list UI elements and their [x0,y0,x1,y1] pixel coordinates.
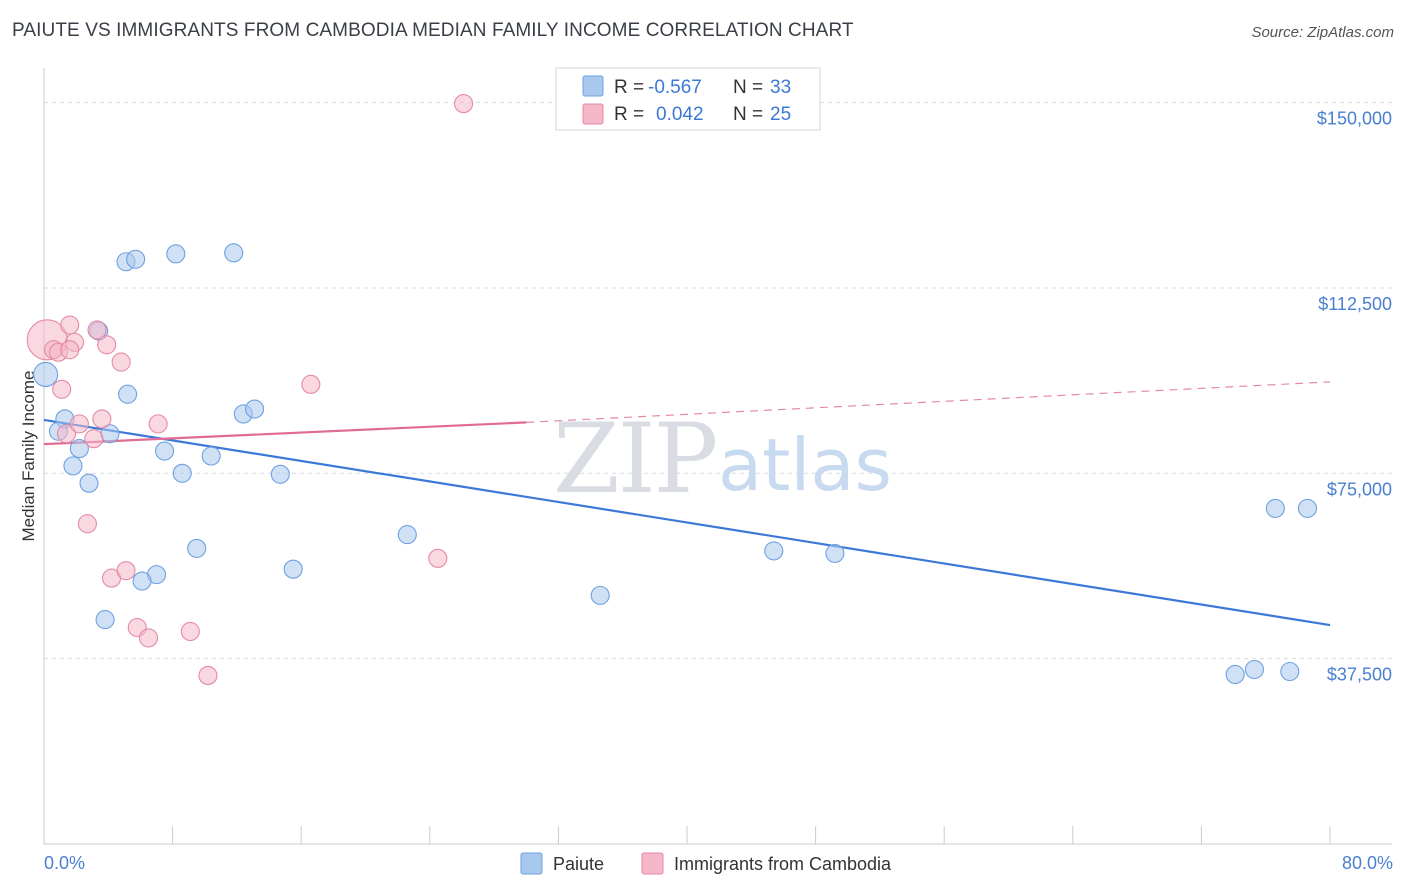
point-cambodia-24 [60,340,80,360]
legend-swatch-paiute [582,75,604,97]
point-paiute-27 [825,543,845,563]
point-paiute-21 [245,399,265,419]
legend-r-label-paiute: R = [614,77,644,98]
y-tick-label-2: $112,500 [1318,294,1392,314]
x-tick-label-min: 0.0% [44,853,85,873]
point-paiute-13 [155,441,175,461]
legend-r-value-paiute: -0.567 [648,77,702,98]
point-paiute-5 [79,473,99,493]
legend-r-label-cambodia: R = [614,104,644,125]
y-tick-label-1: $75,000 [1327,479,1392,499]
point-paiute-14 [172,463,192,483]
point-paiute-0 [33,361,59,387]
point-paiute-24 [397,525,417,545]
point-cambodia-21 [198,665,218,686]
data-points [26,94,1318,686]
bottom-legend-label-paiute: Paiute [553,854,604,874]
point-paiute-15 [201,446,221,466]
bottom-legend-swatch-cambodia [641,852,664,875]
point-cambodia-9 [56,424,77,444]
legend-n-value-cambodia: 25 [770,104,791,125]
point-paiute-10 [224,243,244,263]
watermark-zip: ZIP [553,403,716,515]
point-paiute-25 [590,585,610,605]
legend-n-label-cambodia: N = [733,104,763,125]
point-cambodia-6 [97,335,117,355]
point-paiute-9 [166,244,186,264]
point-cambodia-20 [180,621,200,642]
point-cambodia-15 [77,514,97,534]
bottom-legend-swatch-paiute [520,852,543,875]
y-tick-labels: $37,500 $75,000 $112,500 $150,000 [1317,109,1392,685]
point-paiute-26 [764,541,784,561]
stats-legend: R = -0.567 N = 33 R = 0.042 N = 25 [555,67,821,131]
y-axis-label: Median Family Income [19,370,38,541]
point-paiute-30 [1244,659,1264,680]
point-paiute-19 [95,610,115,630]
point-paiute-3 [69,439,89,459]
source-credit: Source: ZipAtlas.com [1251,24,1394,41]
point-paiute-28 [1265,498,1285,518]
point-paiute-18 [132,571,152,591]
watermark: ZIP atlas [553,403,892,515]
point-paiute-32 [1225,664,1245,685]
bottom-legend: Paiute Immigrants from Cambodia [520,852,892,875]
point-paiute-8 [126,249,146,269]
point-paiute-22 [270,464,290,484]
point-cambodia-8 [52,379,72,399]
point-cambodia-22 [428,548,448,568]
bottom-legend-label-cambodia: Immigrants from Cambodia [674,854,892,874]
point-cambodia-17 [116,561,136,581]
point-cambodia-11 [84,429,104,449]
point-cambodia-13 [148,414,168,434]
point-paiute-29 [1297,498,1318,518]
gridlines [44,102,1392,660]
point-cambodia-19 [138,628,159,648]
point-paiute-11 [118,384,138,404]
point-paiute-4 [63,456,83,476]
trend-lines [43,381,1331,627]
point-paiute-16 [187,538,207,558]
point-cambodia-14 [301,374,321,394]
x-tick-labels: 0.0% 80.0% [44,853,1393,873]
x-tick-label-max: 80.0% [1342,853,1393,873]
point-cambodia-12 [92,409,112,429]
point-paiute-31 [1280,661,1300,682]
point-cambodia-10 [69,414,89,434]
legend-n-value-paiute: 33 [770,77,791,98]
chart-title: PAIUTE VS IMMIGRANTS FROM CAMBODIA MEDIA… [12,20,854,41]
point-cambodia-7 [111,352,131,372]
point-cambodia-23 [454,94,474,114]
point-paiute-23 [283,559,303,579]
trend-line-1 [43,421,527,446]
axes [43,68,1392,845]
legend-r-value-cambodia: 0.042 [656,104,704,125]
legend-n-label-paiute: N = [733,77,763,98]
point-cambodia-3 [60,315,80,335]
watermark-atlas: atlas [718,423,892,507]
y-tick-label-0: $37,500 [1327,665,1392,685]
trend-line-0 [43,418,1331,627]
y-tick-label-3: $150,000 [1317,109,1392,129]
point-cambodia-5 [87,320,107,340]
legend-swatch-cambodia [582,103,604,125]
